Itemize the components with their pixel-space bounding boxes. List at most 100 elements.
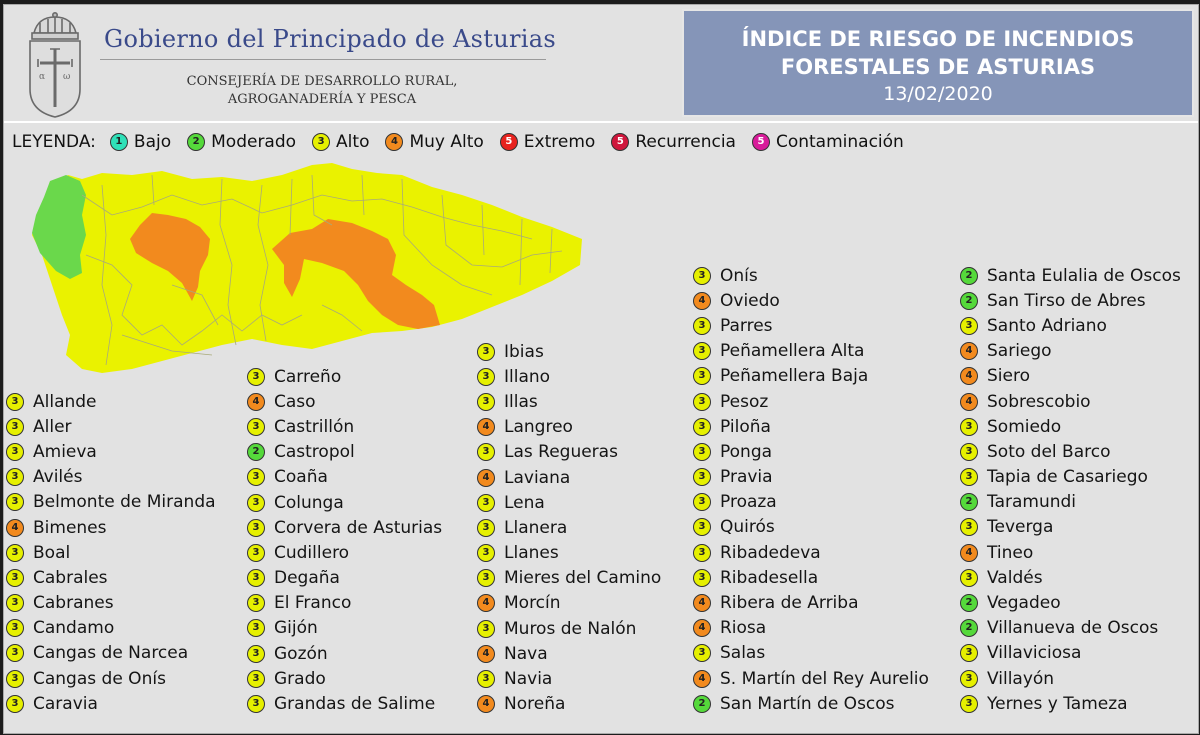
- municipality-name: Carreño: [274, 366, 342, 387]
- municipality-name: Morcín: [504, 593, 561, 614]
- risk-level-badge: 4: [6, 518, 24, 537]
- risk-level-badge: 3: [247, 367, 265, 386]
- municipality-item: 3 Llanes: [477, 541, 661, 566]
- risk-level-badge: 3: [477, 619, 495, 638]
- municipality-item: 3 Lena: [477, 490, 661, 515]
- municipality-item: 3 Llanera: [477, 515, 661, 540]
- risk-level-badge: 3: [6, 594, 24, 613]
- risk-level-badge: 3: [693, 266, 711, 285]
- municipality-name: Sobrescobio: [987, 391, 1091, 412]
- municipality-name: Santa Eulalia de Oscos: [987, 265, 1181, 286]
- department-line-1: CONSEJERÍA DE DESARROLLO RURAL,: [186, 74, 458, 89]
- asturias-municipalities-map: [32, 163, 582, 373]
- risk-level-badge: 2: [960, 493, 978, 512]
- municipality-name: Somiedo: [987, 416, 1062, 437]
- municipality-name: Caravia: [33, 693, 98, 714]
- risk-level-badge: 3: [477, 569, 495, 588]
- municipality-item: 3 Caravia: [6, 691, 216, 716]
- municipality-name: Bimenes: [33, 517, 107, 538]
- municipality-item: 4 Caso: [247, 389, 442, 414]
- risk-level-badge: 4: [477, 468, 495, 487]
- municipality-name: Belmonte de Miranda: [33, 492, 216, 513]
- municipality-item: 3 Candamo: [6, 616, 216, 641]
- municipality-name: S. Martín del Rey Aurelio: [720, 668, 929, 689]
- legend-level-badge: 3: [312, 133, 331, 151]
- municipality-item: 4 Sobrescobio: [960, 389, 1181, 414]
- map-municipality-border-4: [151, 174, 237, 346]
- risk-level-badge: 3: [960, 316, 978, 335]
- risk-level-badge: 2: [960, 291, 978, 310]
- municipality-item: 4 Ribera de Arriba: [693, 590, 929, 615]
- municipality-item: 4 Laviana: [477, 465, 661, 490]
- municipality-item: 4 Noreña: [477, 692, 661, 717]
- risk-level-badge: 2: [247, 443, 265, 462]
- municipality-item: 3 Cudillero: [247, 540, 442, 565]
- risk-level-badge: 3: [6, 669, 24, 688]
- municipality-item: 3 Mieres del Camino: [477, 566, 661, 591]
- legend-level-badge: 5: [499, 133, 518, 151]
- legend-label-text: Recurrencia: [635, 132, 736, 152]
- municipality-item: 4 Nava: [477, 641, 661, 666]
- risk-level-badge: 3: [247, 417, 265, 436]
- risk-level-badge: 3: [247, 594, 265, 613]
- municipality-name: Castrillón: [274, 416, 355, 437]
- municipality-name: Cangas de Onís: [33, 668, 166, 689]
- municipality-item: 3 Las Regueras: [477, 440, 661, 465]
- municipality-name: Piloña: [720, 416, 771, 437]
- municipality-item: 3 Ribadedeva: [693, 540, 929, 565]
- municipality-item: 3 Cabranes: [6, 591, 216, 616]
- svg-text:α: α: [39, 72, 45, 82]
- municipality-name: Ribadedeva: [720, 542, 821, 563]
- municipality-name: Peñamellera Baja: [720, 366, 869, 387]
- map-municipality-border-3: [101, 184, 113, 366]
- legend-label-text: Extremo: [523, 132, 596, 152]
- municipality-item: 2 Castropol: [247, 440, 442, 465]
- map-region-muy-alto-west: [130, 213, 210, 301]
- municipality-item: 4 Oviedo: [693, 288, 929, 313]
- map-municipality-border-6: [321, 174, 493, 332]
- map-municipality-border-1: [81, 194, 533, 240]
- legend-item-3: 3 Alto: [312, 132, 369, 152]
- legend-label-text: Muy Alto: [409, 132, 484, 152]
- municipality-item: 3 Cangas de Narcea: [6, 641, 216, 666]
- risk-level-badge: 2: [960, 266, 978, 285]
- municipality-item: 3 Aller: [6, 414, 216, 439]
- government-title: Gobierno del Principado de Asturias: [104, 25, 556, 53]
- municipality-name: Sariego: [987, 341, 1052, 362]
- municipality-name: Peñamellera Alta: [720, 341, 865, 362]
- municipality-item: 2 San Martín de Oscos: [693, 691, 929, 716]
- municipality-item: 4 Sariego: [960, 339, 1181, 364]
- risk-level-badge: 3: [6, 442, 24, 461]
- risk-level-badge: 3: [693, 417, 711, 436]
- municipality-item: 2 San Tirso de Abres: [960, 288, 1181, 313]
- municipality-item: 3 Quirós: [693, 515, 929, 540]
- municipality-item: 3 Illano: [477, 364, 661, 389]
- municipality-name: Illas: [504, 391, 538, 412]
- municipality-name: Langreo: [504, 417, 573, 438]
- legend-item-1: 1 Bajo: [109, 132, 171, 152]
- risk-level-badge: 3: [693, 316, 711, 335]
- risk-level-badge: 3: [960, 468, 978, 487]
- risk-level-badge: 3: [247, 669, 265, 688]
- risk-level-badge: 3: [477, 670, 495, 689]
- risk-level-badge: 3: [960, 442, 978, 461]
- municipality-item: 3 Villaviciosa: [960, 641, 1181, 666]
- risk-level-badge: 3: [6, 619, 24, 638]
- municipality-item: 2 Villanueva de Oscos: [960, 616, 1181, 641]
- risk-level-badge: 3: [693, 644, 711, 663]
- municipality-item: 3 Proaza: [693, 490, 929, 515]
- risk-level-badge: 3: [247, 569, 265, 588]
- municipality-name: Coaña: [274, 467, 328, 488]
- municipality-name: Santo Adriano: [987, 315, 1107, 336]
- risk-level-badge: 4: [247, 392, 265, 411]
- map-region-muy-alto-central: [272, 219, 440, 329]
- index-title-line-2: FORESTALES DE ASTURIAS: [780, 55, 1096, 79]
- municipality-column-4: 3 Onís 4 Oviedo 3 Parres 3 Peñamellera Alta 3 Peñ…: [693, 263, 929, 716]
- municipality-item: 3 Grado: [247, 666, 442, 691]
- municipality-item: 3 Allande: [6, 389, 216, 414]
- municipality-name: Amieva: [33, 441, 97, 462]
- municipality-item: 3 Boal: [6, 540, 216, 565]
- municipality-column-5: 2 Santa Eulalia de Oscos 2 San Tirso de Abr…: [960, 263, 1181, 716]
- municipality-item: 3 Castrillón: [247, 414, 442, 439]
- risk-level-badge: 3: [693, 543, 711, 562]
